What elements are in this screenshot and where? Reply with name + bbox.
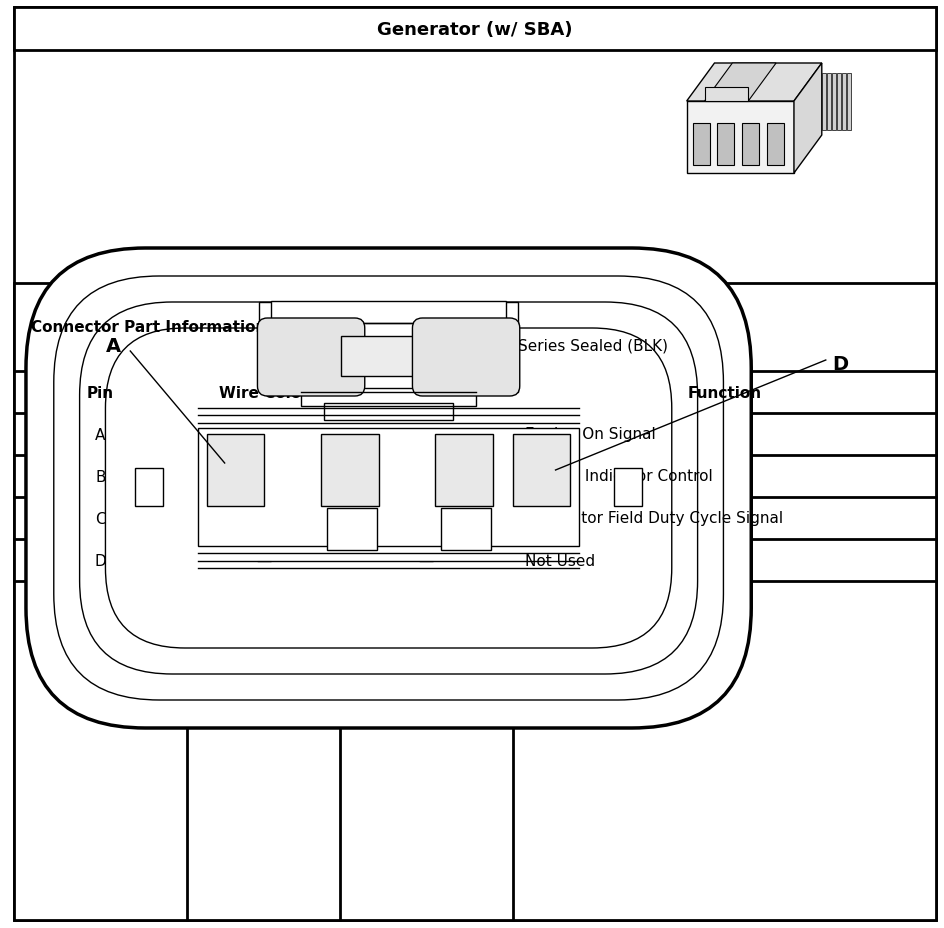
- Bar: [324, 404, 453, 420]
- FancyBboxPatch shape: [106, 329, 672, 649]
- FancyBboxPatch shape: [25, 249, 751, 728]
- FancyBboxPatch shape: [258, 318, 364, 396]
- Bar: [742, 123, 759, 166]
- Text: •  4-Way F Metri-pack 150 Series Sealed (BLK): • 4-Way F Metri-pack 150 Series Sealed (…: [314, 338, 668, 354]
- Polygon shape: [827, 74, 831, 131]
- Polygon shape: [704, 64, 776, 102]
- Text: Wire Color: Wire Color: [219, 385, 309, 400]
- Text: —: —: [419, 553, 434, 568]
- Polygon shape: [847, 74, 851, 131]
- Bar: [693, 123, 710, 166]
- Text: Generator Field Duty Cycle Signal: Generator Field Duty Cycle Signal: [525, 511, 783, 526]
- Text: B: B: [95, 469, 106, 484]
- Text: Pin: Pin: [87, 385, 114, 400]
- Text: Circuit No.: Circuit No.: [381, 385, 471, 400]
- Bar: [341, 337, 436, 377]
- Text: BRN: BRN: [247, 469, 279, 484]
- Text: A: A: [95, 427, 106, 442]
- Bar: [321, 434, 379, 507]
- Polygon shape: [822, 74, 826, 131]
- Bar: [767, 123, 784, 166]
- Bar: [198, 429, 580, 547]
- Bar: [260, 303, 517, 393]
- Polygon shape: [832, 74, 835, 131]
- Text: DK BLU: DK BLU: [235, 427, 292, 442]
- Bar: [14, 284, 936, 920]
- Text: 23: 23: [416, 511, 436, 526]
- Text: •  12186568: • 12186568: [314, 304, 410, 319]
- Polygon shape: [836, 74, 841, 131]
- Text: 5668: 5668: [407, 427, 446, 442]
- Text: D: D: [94, 553, 107, 568]
- Text: Engine On Signal: Engine On Signal: [525, 427, 655, 442]
- Text: Function: Function: [687, 385, 762, 400]
- Bar: [441, 509, 491, 550]
- Bar: [704, 88, 749, 102]
- Polygon shape: [842, 74, 846, 131]
- Bar: [301, 389, 476, 406]
- Text: D: D: [833, 354, 849, 373]
- Bar: [135, 469, 163, 507]
- Text: Connector Part Information: Connector Part Information: [31, 320, 267, 335]
- Bar: [717, 123, 734, 166]
- Bar: [207, 434, 264, 507]
- Bar: [327, 509, 377, 550]
- Bar: [513, 434, 570, 507]
- Text: Generator (w/ SBA): Generator (w/ SBA): [378, 20, 573, 38]
- Bar: [271, 302, 506, 324]
- Text: GRY: GRY: [248, 511, 278, 526]
- FancyBboxPatch shape: [54, 277, 723, 701]
- Text: Not Used: Not Used: [525, 553, 595, 568]
- Bar: [435, 434, 493, 507]
- FancyBboxPatch shape: [79, 303, 698, 675]
- Text: 25: 25: [416, 469, 436, 484]
- Polygon shape: [686, 64, 822, 102]
- FancyBboxPatch shape: [413, 318, 520, 396]
- Bar: [615, 469, 642, 507]
- Text: —: —: [256, 553, 271, 568]
- Bar: [686, 102, 794, 174]
- Bar: [14, 8, 936, 51]
- Text: A: A: [106, 337, 121, 356]
- Text: Charge Indicator Control: Charge Indicator Control: [525, 469, 713, 484]
- Text: C: C: [95, 511, 106, 526]
- Polygon shape: [794, 64, 822, 174]
